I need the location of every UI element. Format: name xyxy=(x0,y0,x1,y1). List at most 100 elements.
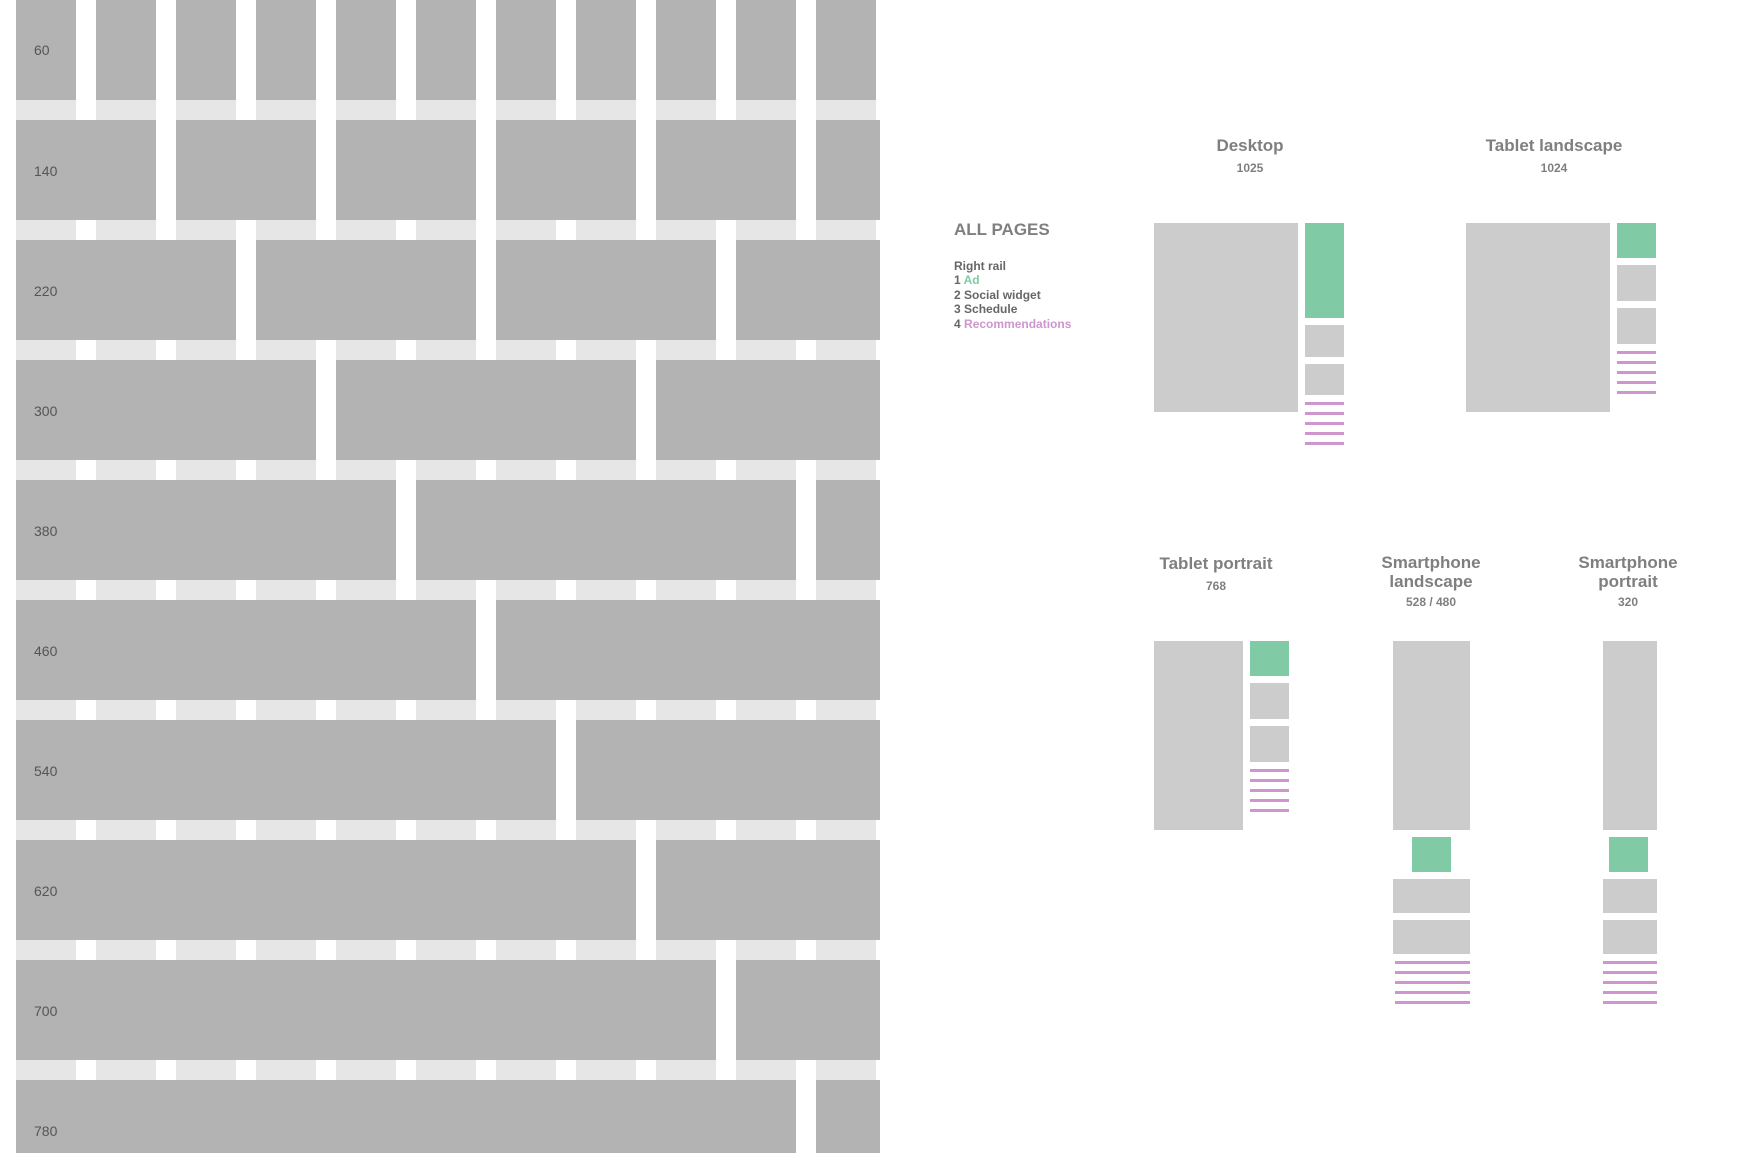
desktop-recommendation-line xyxy=(1305,442,1344,445)
desktop-main-content xyxy=(1154,223,1298,412)
tablet-portrait-title: Tablet portrait xyxy=(1159,554,1273,573)
grid-block xyxy=(736,0,796,100)
tablet-landscape-width: 1024 xyxy=(1540,161,1568,175)
grid-block xyxy=(656,840,880,940)
grid-block xyxy=(816,0,876,100)
smartphone-portrait-ad xyxy=(1609,837,1648,872)
smartphone-landscape-recommendation-line xyxy=(1395,991,1470,994)
desktop-schedule xyxy=(1305,364,1344,395)
grid-row-label: 220 xyxy=(34,283,58,299)
legend-item-ad: 1 Ad xyxy=(954,273,980,287)
tablet-portrait-main-content xyxy=(1154,641,1243,830)
smartphone-landscape-social-widget xyxy=(1393,879,1470,913)
tablet-portrait-recommendation-line xyxy=(1250,809,1289,812)
desktop-width: 1025 xyxy=(1236,161,1264,175)
grid-block xyxy=(336,0,396,100)
grid-block xyxy=(16,600,476,700)
legend-item-schedule: 3 Schedule xyxy=(954,302,1018,316)
desktop-social-widget xyxy=(1305,325,1344,357)
grid-block xyxy=(16,840,636,940)
tablet-portrait-recommendation-line xyxy=(1250,789,1289,792)
title-line: portrait xyxy=(1598,572,1658,591)
tablet-landscape-title: Tablet landscape xyxy=(1485,136,1623,155)
grid-row-label: 460 xyxy=(34,643,58,659)
title-line: Smartphone xyxy=(1381,553,1481,572)
grid-block xyxy=(576,720,880,820)
grid-block xyxy=(816,1080,880,1153)
smartphone-landscape-schedule xyxy=(1393,920,1470,954)
smartphone-landscape-width: 528 / 480 xyxy=(1405,595,1457,609)
grid-block xyxy=(336,120,476,220)
grid-block xyxy=(16,960,716,1060)
tablet-landscape-ad xyxy=(1617,223,1656,258)
legend-item-social-widget: 2 Social widget xyxy=(954,288,1041,302)
tablet-portrait-ad xyxy=(1250,641,1289,676)
smartphone-landscape-recommendation-line xyxy=(1395,981,1470,984)
tablet-landscape-schedule xyxy=(1617,308,1656,344)
smartphone-portrait-recommendation-line xyxy=(1603,971,1657,974)
smartphone-portrait-schedule xyxy=(1603,920,1657,954)
smartphone-landscape-recommendation-line xyxy=(1395,961,1470,964)
tablet-portrait-width: 768 xyxy=(1205,579,1227,593)
tablet-landscape-recommendation-line xyxy=(1617,371,1656,374)
grid-row-label: 780 xyxy=(34,1123,58,1139)
smartphone-landscape-ad xyxy=(1412,837,1451,872)
grid-block xyxy=(736,240,880,340)
grid-block xyxy=(336,360,636,460)
grid-block xyxy=(496,0,556,100)
grid-block xyxy=(656,120,796,220)
grid-block xyxy=(16,1080,796,1153)
tablet-landscape-recommendation-line xyxy=(1617,351,1656,354)
tablet-portrait-recommendation-line xyxy=(1250,799,1289,802)
grid-row-label: 620 xyxy=(34,883,58,899)
tablet-portrait-schedule xyxy=(1250,726,1289,762)
desktop-ad xyxy=(1305,223,1344,318)
smartphone-landscape-recommendation-line xyxy=(1395,971,1470,974)
grid-block xyxy=(736,960,880,1060)
grid-row-label: 300 xyxy=(34,403,58,419)
column-grid: 60 140 220 300 380 460 540 620 700 780 xyxy=(16,0,880,1153)
desktop-recommendation-line xyxy=(1305,432,1344,435)
grid-block xyxy=(176,120,316,220)
grid-row-label: 540 xyxy=(34,763,58,779)
grid-row-label: 380 xyxy=(34,523,58,539)
desktop-recommendation-line xyxy=(1305,402,1344,405)
title-line: Smartphone xyxy=(1578,553,1678,572)
grid-row-label: 140 xyxy=(34,163,58,179)
smartphone-landscape-title: Smartphone landscape xyxy=(1331,553,1531,591)
grid-block xyxy=(16,0,76,100)
tablet-portrait-social-widget xyxy=(1250,683,1289,719)
grid-row-label: 60 xyxy=(34,42,50,58)
grid-block xyxy=(256,0,316,100)
tablet-landscape-recommendation-line xyxy=(1617,391,1656,394)
smartphone-portrait-width: 320 xyxy=(1617,595,1639,609)
title-line: landscape xyxy=(1389,572,1473,591)
tablet-landscape-social-widget xyxy=(1617,265,1656,301)
grid-block xyxy=(416,0,476,100)
legend-item-recommendations: 4 Recommendations xyxy=(954,317,1072,331)
smartphone-portrait-main-content xyxy=(1603,641,1657,830)
grid-block xyxy=(816,120,880,220)
grid-block xyxy=(496,600,880,700)
tablet-portrait-recommendation-line xyxy=(1250,769,1289,772)
tablet-landscape-main-content xyxy=(1466,223,1610,412)
legend-rail-title: Right rail xyxy=(954,259,1007,273)
smartphone-portrait-social-widget xyxy=(1603,879,1657,913)
tablet-portrait-recommendation-line xyxy=(1250,779,1289,782)
smartphone-portrait-title: Smartphone portrait xyxy=(1528,553,1728,591)
grid-block xyxy=(576,0,636,100)
grid-block xyxy=(16,720,556,820)
grid-block xyxy=(656,360,880,460)
grid-block xyxy=(16,480,396,580)
grid-block xyxy=(16,360,316,460)
grid-block xyxy=(656,0,716,100)
grid-block xyxy=(816,480,880,580)
grid-block xyxy=(416,480,796,580)
desktop-title: Desktop xyxy=(1216,136,1284,155)
desktop-recommendation-line xyxy=(1305,412,1344,415)
smartphone-landscape-recommendation-line xyxy=(1395,1001,1470,1004)
grid-block xyxy=(256,240,476,340)
grid-row-label: 700 xyxy=(34,1003,58,1019)
tablet-landscape-recommendation-line xyxy=(1617,381,1656,384)
grid-block xyxy=(496,120,636,220)
